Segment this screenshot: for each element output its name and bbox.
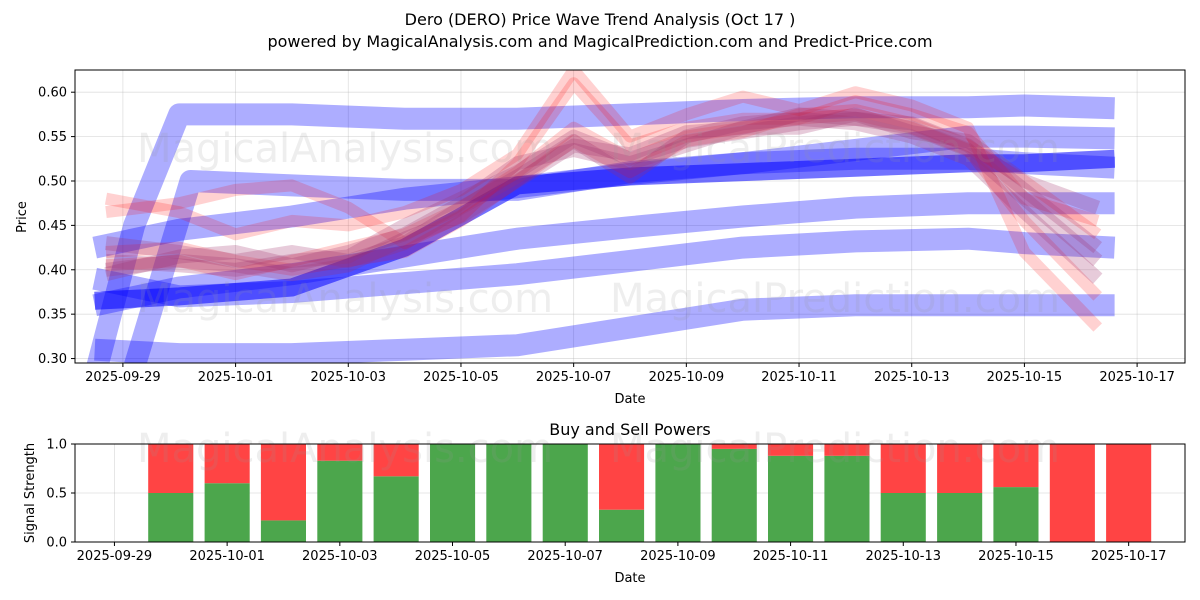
sell-bar xyxy=(1049,444,1095,542)
price-grid xyxy=(75,70,1185,363)
sell-bar xyxy=(148,444,194,493)
signal-xtick-label: 2025-09-29 xyxy=(77,549,153,564)
buy-bar xyxy=(655,444,701,542)
price-series-red-1 xyxy=(104,70,1103,332)
buy-bar xyxy=(148,493,194,542)
buy-bar xyxy=(430,444,476,542)
buy-bar xyxy=(768,455,814,542)
price-ytick-label: 0.40 xyxy=(38,263,67,278)
signal-xtick-label: 2025-10-07 xyxy=(527,549,603,564)
price-axes: 2025-09-29 2025-10-01 2025-10-03 2025-10-05… xyxy=(38,86,1175,385)
price-xtick-label: 2025-09-29 xyxy=(85,370,161,385)
sell-bar xyxy=(824,444,870,456)
price-xtick-label: 2025-10-13 xyxy=(874,370,950,385)
sell-bar xyxy=(993,444,1039,488)
price-series-blue-band-6 xyxy=(94,294,1115,363)
signal-xtick-label: 2025-10-05 xyxy=(415,549,491,564)
signal-xtick-label: 2025-10-01 xyxy=(189,549,265,564)
price-series-purple-1 xyxy=(105,111,1103,277)
signal-ylabel: Signal Strength xyxy=(23,443,38,543)
price-series-blue-band-1 xyxy=(86,94,1115,363)
price-plot-area xyxy=(86,70,1116,363)
price-series-red-3 xyxy=(105,104,1102,276)
signal-xlabel: Date xyxy=(614,571,645,586)
price-xtick-label: 2025-10-15 xyxy=(987,370,1063,385)
price-ytick-label: 0.60 xyxy=(38,86,67,101)
buy-bar xyxy=(880,493,926,542)
buy-bar xyxy=(204,483,250,542)
signal-xtick-label: 2025-10-11 xyxy=(753,549,829,564)
price-ytick-label: 0.55 xyxy=(38,130,67,145)
buy-bar xyxy=(711,448,757,542)
sell-bar xyxy=(711,444,757,449)
buy-bar xyxy=(486,444,532,542)
signal-ytick-label: 0.5 xyxy=(46,487,67,502)
buy-bar xyxy=(993,487,1039,542)
price-series-blue-band-4 xyxy=(92,192,1115,317)
buy-bar xyxy=(373,476,419,542)
chart-title: Dero (DERO) Price Wave Trend Analysis (O… xyxy=(405,10,796,29)
price-ytick-label: 0.45 xyxy=(38,219,67,234)
signal-title: Buy and Sell Powers xyxy=(549,420,711,439)
signal-axes: 2025-09-29 2025-10-01 2025-10-03 2025-10-05… xyxy=(46,438,1166,565)
price-xtick-label: 2025-10-11 xyxy=(761,370,837,385)
signal-xtick-label: 2025-10-13 xyxy=(865,549,941,564)
buy-bar xyxy=(317,460,363,542)
watermark: MagicalPrediction.com xyxy=(610,426,1060,472)
sell-bar xyxy=(260,444,306,521)
signal-xtick-label: 2025-10-15 xyxy=(978,549,1054,564)
price-ylabel: Price xyxy=(15,201,30,233)
price-ytick-label: 0.35 xyxy=(38,308,67,323)
price-series-purple-2 xyxy=(104,107,1101,282)
sell-bar xyxy=(768,444,814,456)
signal-xtick-label: 2025-10-03 xyxy=(302,549,378,564)
watermark: MagicalAnalysis.com xyxy=(137,276,553,322)
price-series-blue-line-a xyxy=(94,149,1116,310)
price-ytick-label: 0.50 xyxy=(38,174,67,189)
price-series-red-4 xyxy=(105,108,1103,301)
watermark: MagicalAnalysis.com xyxy=(137,426,553,472)
sell-bar xyxy=(1106,444,1152,542)
buy-bar xyxy=(260,520,306,542)
price-series-purple-4 xyxy=(105,107,1103,282)
buy-bar xyxy=(824,455,870,542)
chart-subtitle: powered by MagicalAnalysis.com and Magic… xyxy=(267,32,932,51)
price-xtick-label: 2025-10-03 xyxy=(310,370,386,385)
sell-bar xyxy=(880,444,926,493)
price-xtick-label: 2025-10-09 xyxy=(649,370,725,385)
sell-bar xyxy=(937,444,983,493)
watermark: MagicalPrediction.com xyxy=(610,126,1060,172)
price-series-purple-3 xyxy=(105,111,1103,284)
buy-bar xyxy=(937,493,983,542)
signal-ytick-label: 1.0 xyxy=(46,438,67,453)
price-series-red-2 xyxy=(105,77,1100,250)
signal-xtick-label: 2025-10-17 xyxy=(1091,549,1167,564)
sell-bar xyxy=(317,444,363,461)
buy-bar xyxy=(542,444,588,542)
sell-bar xyxy=(599,444,645,510)
price-xtick-label: 2025-10-17 xyxy=(1099,370,1175,385)
price-plot-frame xyxy=(74,69,1186,364)
price-chart: MagicalAnalysis.com MagicalPrediction.co… xyxy=(15,69,1186,407)
price-xtick-label: 2025-10-07 xyxy=(536,370,612,385)
buy-bar xyxy=(599,509,645,542)
signal-xtick-label: 2025-10-09 xyxy=(640,549,716,564)
signal-chart: Buy and Sell Powers MagicalAnalysis.com … xyxy=(23,420,1186,586)
signal-watermarks: MagicalAnalysis.com MagicalPrediction.co… xyxy=(137,426,1060,472)
price-xtick-label: 2025-10-05 xyxy=(423,370,499,385)
price-xlabel: Date xyxy=(614,392,645,407)
watermark: MagicalPrediction.com xyxy=(610,276,1060,322)
price-watermarks: MagicalAnalysis.com MagicalPrediction.co… xyxy=(137,126,1060,322)
signal-plot-area xyxy=(148,444,1152,542)
signal-ytick-label: 0.0 xyxy=(46,536,67,551)
sell-bar xyxy=(204,444,250,484)
price-ytick-label: 0.30 xyxy=(38,352,67,367)
sell-bar xyxy=(373,444,419,477)
watermark: MagicalAnalysis.com xyxy=(137,126,553,172)
price-xtick-label: 2025-10-01 xyxy=(198,370,274,385)
